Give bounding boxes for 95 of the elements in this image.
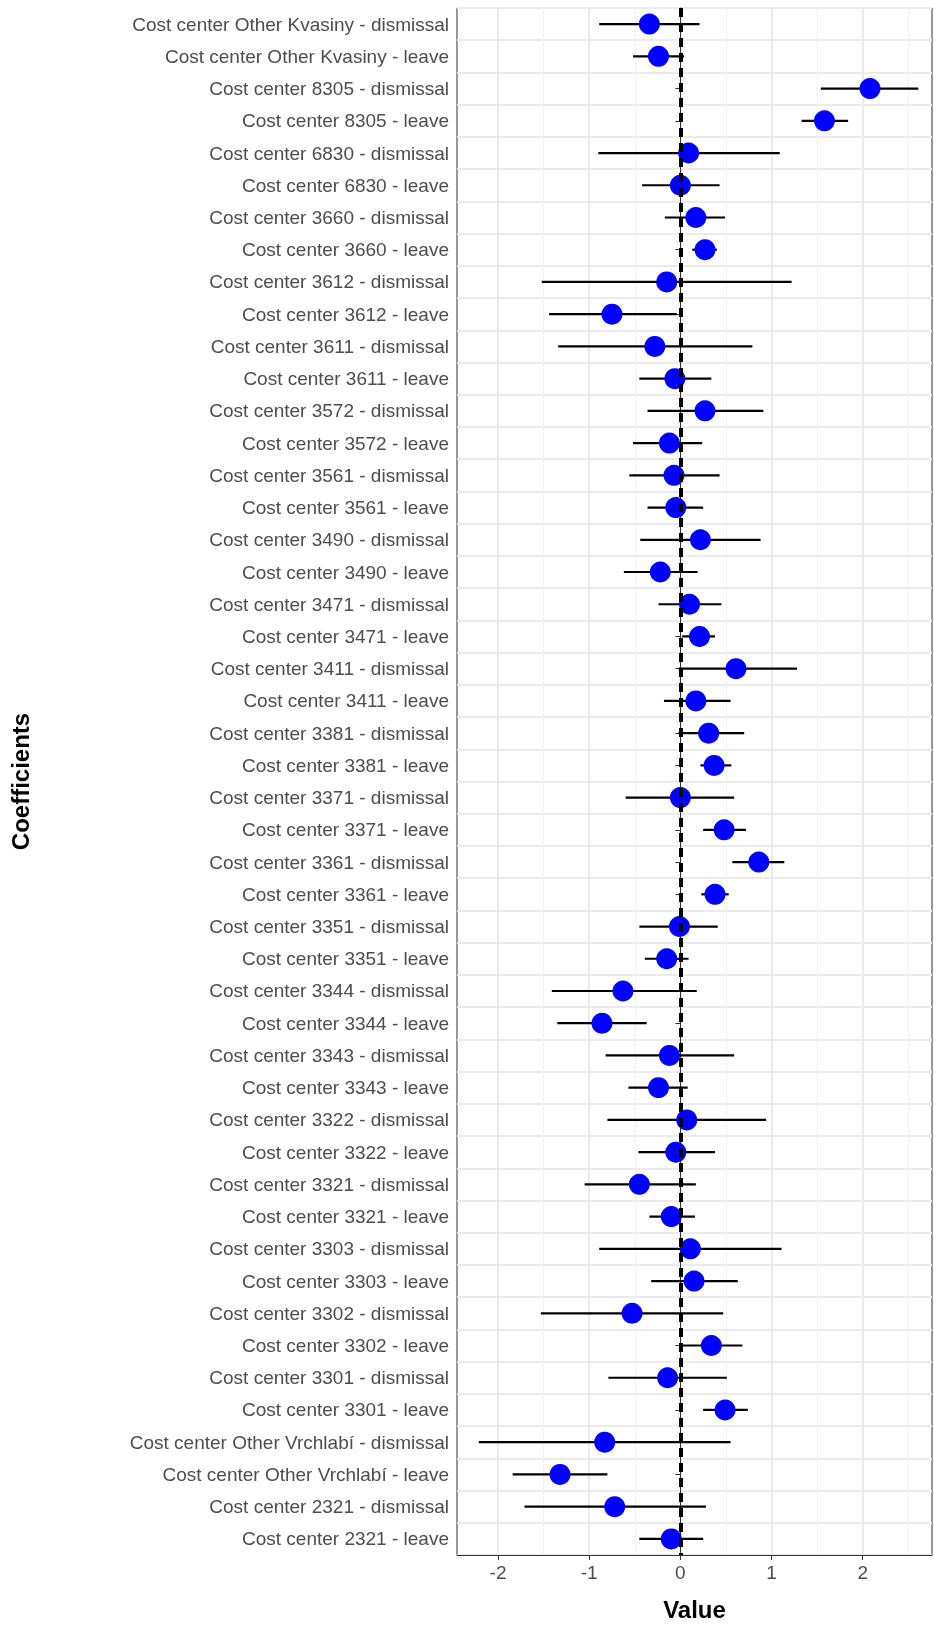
y-tick-label: Cost center 3561 - dismissal bbox=[209, 464, 449, 486]
y-tick-label: Cost center 3561 - leave bbox=[241, 497, 449, 519]
point bbox=[658, 1044, 680, 1066]
y-tick-label: Cost center 3371 - dismissal bbox=[209, 787, 449, 809]
point bbox=[648, 1077, 669, 1099]
point bbox=[657, 1367, 679, 1389]
y-tick-label: Cost center 3612 - dismissal bbox=[209, 271, 449, 293]
point bbox=[601, 303, 623, 325]
y-tick-label: Cost center Other Vrchlabí - leave bbox=[162, 1463, 449, 1485]
point bbox=[813, 110, 835, 132]
y-tick-label: Cost center Other Kvasiny - dismissal bbox=[132, 13, 449, 35]
y-tick-label: Cost center 2321 - dismissal bbox=[209, 1496, 449, 1518]
y-axis-title: Coefficients bbox=[6, 712, 34, 851]
point bbox=[859, 78, 881, 100]
y-tick-label: Cost center 3611 - leave bbox=[243, 368, 449, 390]
point bbox=[689, 529, 711, 551]
y-tick-label: Cost center 3411 - leave bbox=[243, 690, 449, 712]
point bbox=[685, 690, 707, 712]
y-tick-label: Cost center 3611 - dismissal bbox=[210, 335, 449, 357]
point bbox=[638, 13, 660, 35]
y-tick-label: Cost center 3572 - leave bbox=[241, 432, 449, 454]
point bbox=[679, 1238, 701, 1260]
point bbox=[694, 400, 716, 422]
y-tick-label: Cost center 3471 - leave bbox=[241, 625, 449, 647]
point bbox=[678, 142, 700, 164]
y-tick-label: Cost center 3351 - dismissal bbox=[209, 916, 449, 938]
y-tick-label: Cost center 3302 - dismissal bbox=[209, 1302, 449, 1324]
point bbox=[660, 1528, 682, 1550]
y-tick-label: Cost center 3572 - dismissal bbox=[209, 400, 449, 422]
y-tick-label: Cost center 3343 - dismissal bbox=[209, 1044, 449, 1066]
point bbox=[628, 1173, 650, 1195]
point bbox=[612, 980, 634, 1002]
x-tick-label: 2 bbox=[857, 1562, 868, 1583]
point bbox=[656, 948, 678, 970]
point bbox=[704, 883, 726, 905]
point bbox=[714, 1399, 736, 1421]
point bbox=[748, 851, 770, 873]
y-tick-label: Cost center 6830 - dismissal bbox=[209, 142, 449, 164]
y-tick-label: Cost center 3302 - leave bbox=[241, 1335, 449, 1357]
y-tick-label: Cost center 3471 - dismissal bbox=[209, 593, 449, 615]
point bbox=[698, 722, 720, 744]
point bbox=[725, 658, 747, 680]
point bbox=[703, 754, 725, 776]
point bbox=[604, 1496, 626, 1518]
point bbox=[621, 1302, 643, 1324]
y-tick-label: Cost center 8305 - leave bbox=[241, 110, 449, 132]
point bbox=[679, 593, 700, 615]
point bbox=[549, 1463, 571, 1485]
y-tick-label: Cost center 3490 - dismissal bbox=[209, 529, 449, 551]
y-tick-label: Cost center 3381 - dismissal bbox=[209, 722, 449, 744]
point bbox=[648, 45, 669, 67]
y-tick-label: Cost center Other Kvasiny - leave bbox=[164, 45, 449, 67]
point bbox=[694, 239, 716, 261]
point bbox=[656, 271, 678, 293]
y-tick-label: Cost center 3322 - leave bbox=[241, 1141, 449, 1163]
y-tick-label: Cost center 3612 - leave bbox=[241, 303, 449, 325]
y-tick-label: Cost center 3301 - leave bbox=[241, 1399, 449, 1421]
y-tick-label: Cost center 3381 - leave bbox=[241, 754, 449, 776]
y-tick-label: Cost center 3411 - dismissal bbox=[210, 658, 449, 680]
point bbox=[594, 1431, 616, 1453]
x-tick-label: -2 bbox=[489, 1562, 507, 1583]
y-tick-label: Cost center 3361 - leave bbox=[241, 883, 449, 905]
y-tick-label: Cost center 3303 - dismissal bbox=[209, 1238, 449, 1260]
y-tick-label: Cost center 3660 - dismissal bbox=[209, 206, 449, 228]
y-tick-label: Cost center 3371 - leave bbox=[241, 819, 449, 841]
point bbox=[591, 1012, 613, 1034]
y-tick-label: Cost center Other Vrchlabí - dismissal bbox=[129, 1431, 449, 1453]
y-tick-label: Cost center 3321 - dismissal bbox=[209, 1173, 449, 1195]
y-tick-label: Cost center 3303 - leave bbox=[241, 1270, 449, 1292]
point bbox=[658, 432, 680, 454]
y-tick-label: Cost center 3344 - dismissal bbox=[209, 980, 449, 1002]
y-tick-label: Cost center 8305 - dismissal bbox=[209, 78, 449, 100]
y-tick-label: Cost center 3361 - dismissal bbox=[209, 851, 449, 873]
x-tick-label: -1 bbox=[580, 1562, 598, 1583]
y-tick-label: Cost center 2321 - leave bbox=[241, 1528, 449, 1550]
y-tick-label: Cost center 3301 - dismissal bbox=[209, 1367, 449, 1389]
point bbox=[689, 625, 711, 647]
point bbox=[713, 819, 735, 841]
y-tick-label: Cost center 3343 - leave bbox=[241, 1077, 449, 1099]
x-tick-label: 0 bbox=[675, 1562, 686, 1583]
point bbox=[644, 335, 666, 357]
y-tick-label: Cost center 3490 - leave bbox=[241, 561, 449, 583]
y-tick-label: Cost center 3660 - leave bbox=[241, 239, 449, 261]
y-tick-label: Cost center 3344 - leave bbox=[241, 1012, 449, 1034]
y-tick-label: Cost center 3351 - leave bbox=[241, 948, 449, 970]
y-tick-label: Cost center 3321 - leave bbox=[241, 1206, 449, 1228]
x-axis-title: Value bbox=[663, 1595, 726, 1623]
y-tick-label: Cost center 3322 - dismissal bbox=[209, 1109, 449, 1131]
point bbox=[685, 206, 707, 228]
point bbox=[660, 1206, 682, 1228]
point bbox=[649, 561, 671, 583]
point bbox=[683, 1270, 705, 1292]
y-tick-label: Cost center 6830 - leave bbox=[241, 174, 449, 196]
x-tick-label: 1 bbox=[766, 1562, 777, 1583]
point bbox=[700, 1335, 722, 1356]
